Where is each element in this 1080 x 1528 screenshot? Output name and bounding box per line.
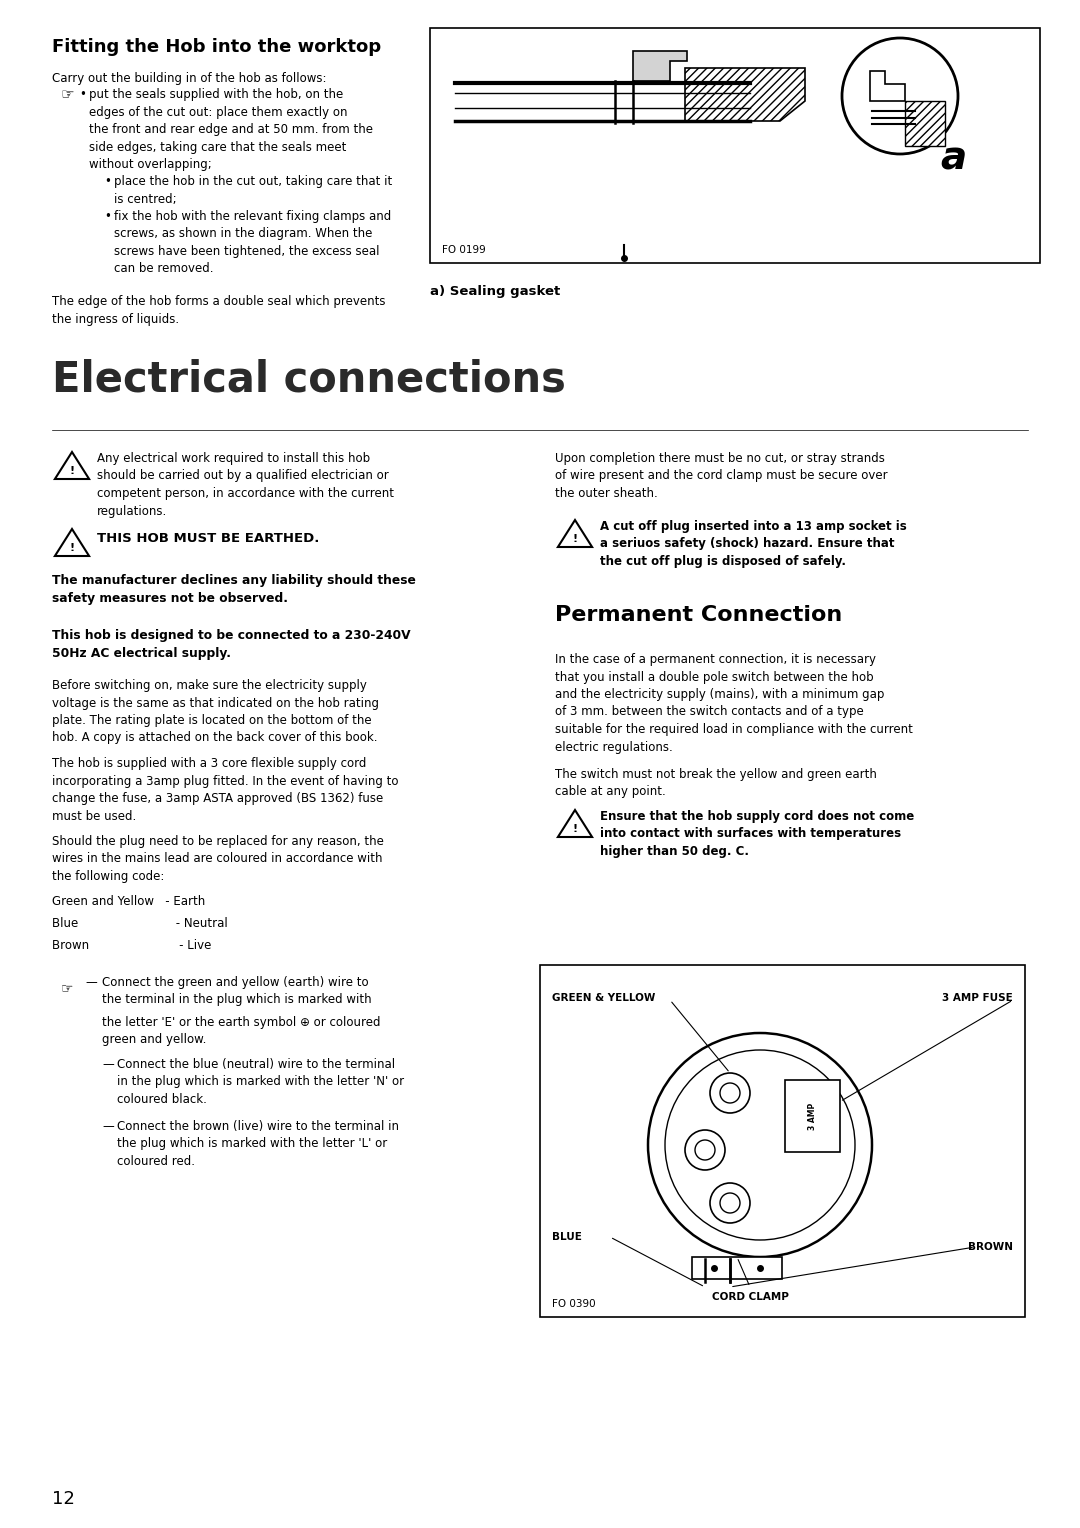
Text: Brown                        - Live: Brown - Live bbox=[52, 940, 212, 952]
Text: Fitting the Hob into the worktop: Fitting the Hob into the worktop bbox=[52, 38, 381, 57]
Polygon shape bbox=[55, 529, 89, 556]
Text: The switch must not break the yellow and green earth
cable at any point.: The switch must not break the yellow and… bbox=[555, 769, 877, 799]
Text: ☞: ☞ bbox=[60, 981, 73, 995]
Circle shape bbox=[710, 1183, 750, 1222]
Text: —: — bbox=[85, 976, 97, 989]
Text: —: — bbox=[102, 1120, 113, 1132]
Text: 3 AMP FUSE: 3 AMP FUSE bbox=[942, 993, 1013, 1002]
Text: Blue                          - Neutral: Blue - Neutral bbox=[52, 917, 228, 931]
Text: Should the plug need to be replaced for any reason, the
wires in the mains lead : Should the plug need to be replaced for … bbox=[52, 834, 383, 883]
FancyBboxPatch shape bbox=[430, 28, 1040, 263]
Circle shape bbox=[685, 1131, 725, 1170]
Text: FO 0390: FO 0390 bbox=[552, 1299, 596, 1309]
Polygon shape bbox=[870, 70, 905, 101]
FancyBboxPatch shape bbox=[692, 1258, 782, 1279]
Text: Electrical connections: Electrical connections bbox=[52, 358, 566, 400]
Text: •: • bbox=[104, 209, 111, 223]
Text: A cut off plug inserted into a 13 amp socket is
a seriuos safety (shock) hazard.: A cut off plug inserted into a 13 amp so… bbox=[600, 520, 907, 568]
Circle shape bbox=[710, 1073, 750, 1112]
Text: •: • bbox=[104, 176, 111, 188]
Text: !: ! bbox=[69, 542, 75, 553]
Text: BLUE: BLUE bbox=[552, 1232, 582, 1242]
Text: !: ! bbox=[69, 466, 75, 475]
Text: !: ! bbox=[572, 533, 578, 544]
Text: Connect the green and yellow (earth) wire to
the terminal in the plug which is m: Connect the green and yellow (earth) wir… bbox=[102, 976, 372, 1007]
Text: ☞: ☞ bbox=[60, 87, 73, 102]
Text: GREEN & YELLOW: GREEN & YELLOW bbox=[552, 993, 656, 1002]
Text: put the seals supplied with the hob, on the
edges of the cut out: place them exa: put the seals supplied with the hob, on … bbox=[89, 89, 373, 171]
Text: Connect the brown (live) wire to the terminal in
the plug which is marked with t: Connect the brown (live) wire to the ter… bbox=[117, 1120, 399, 1167]
Text: FO 0199: FO 0199 bbox=[442, 244, 486, 255]
Polygon shape bbox=[633, 50, 687, 81]
Text: place the hob in the cut out, taking care that it
is centred;: place the hob in the cut out, taking car… bbox=[114, 176, 392, 205]
Text: 3 AMP: 3 AMP bbox=[808, 1102, 816, 1129]
Text: !: ! bbox=[572, 824, 578, 834]
Text: Upon completion there must be no cut, or stray strands
of wire present and the c: Upon completion there must be no cut, or… bbox=[555, 452, 888, 500]
Circle shape bbox=[842, 38, 958, 154]
Text: Green and Yellow   - Earth: Green and Yellow - Earth bbox=[52, 895, 205, 908]
Text: Ensure that the hob supply cord does not come
into contact with surfaces with te: Ensure that the hob supply cord does not… bbox=[600, 810, 915, 859]
Text: the letter 'E' or the earth symbol ⊕ or coloured
green and yellow.: the letter 'E' or the earth symbol ⊕ or … bbox=[102, 1016, 380, 1047]
Polygon shape bbox=[558, 810, 592, 837]
Text: The manufacturer declines any liability should these
safety measures not be obse: The manufacturer declines any liability … bbox=[52, 575, 416, 605]
Text: BROWN: BROWN bbox=[968, 1242, 1013, 1251]
Text: Carry out the building in of the hob as follows:: Carry out the building in of the hob as … bbox=[52, 72, 326, 86]
Text: The edge of the hob forms a double seal which prevents
the ingress of liquids.: The edge of the hob forms a double seal … bbox=[52, 295, 386, 325]
Text: Connect the blue (neutral) wire to the terminal
in the plug which is marked with: Connect the blue (neutral) wire to the t… bbox=[117, 1057, 404, 1106]
Text: The hob is supplied with a 3 core flexible supply cord
incorporating a 3amp plug: The hob is supplied with a 3 core flexib… bbox=[52, 756, 399, 822]
Text: CORD CLAMP: CORD CLAMP bbox=[712, 1293, 788, 1302]
Text: a: a bbox=[940, 139, 967, 177]
Circle shape bbox=[648, 1033, 872, 1258]
FancyBboxPatch shape bbox=[785, 1080, 840, 1152]
Text: 12: 12 bbox=[52, 1490, 75, 1508]
FancyBboxPatch shape bbox=[540, 966, 1025, 1317]
Text: •: • bbox=[79, 89, 86, 101]
Polygon shape bbox=[685, 69, 805, 121]
Text: Before switching on, make sure the electricity supply
voltage is the same as tha: Before switching on, make sure the elect… bbox=[52, 678, 379, 744]
Text: a) Sealing gasket: a) Sealing gasket bbox=[430, 286, 561, 298]
Text: This hob is designed to be connected to a 230-240V
50Hz AC electrical supply.: This hob is designed to be connected to … bbox=[52, 630, 410, 660]
Circle shape bbox=[720, 1083, 740, 1103]
Text: fix the hob with the relevant fixing clamps and
screws, as shown in the diagram.: fix the hob with the relevant fixing cla… bbox=[114, 209, 391, 275]
Polygon shape bbox=[55, 452, 89, 478]
Circle shape bbox=[720, 1193, 740, 1213]
Polygon shape bbox=[558, 520, 592, 547]
Polygon shape bbox=[905, 101, 945, 147]
Text: —: — bbox=[102, 1057, 113, 1071]
Text: In the case of a permanent connection, it is necessary
that you install a double: In the case of a permanent connection, i… bbox=[555, 652, 913, 753]
Circle shape bbox=[665, 1050, 855, 1241]
Text: Permanent Connection: Permanent Connection bbox=[555, 605, 842, 625]
Text: THIS HOB MUST BE EARTHED.: THIS HOB MUST BE EARTHED. bbox=[97, 532, 320, 545]
Text: Any electrical work required to install this hob
should be carried out by a qual: Any electrical work required to install … bbox=[97, 452, 394, 518]
Circle shape bbox=[696, 1140, 715, 1160]
